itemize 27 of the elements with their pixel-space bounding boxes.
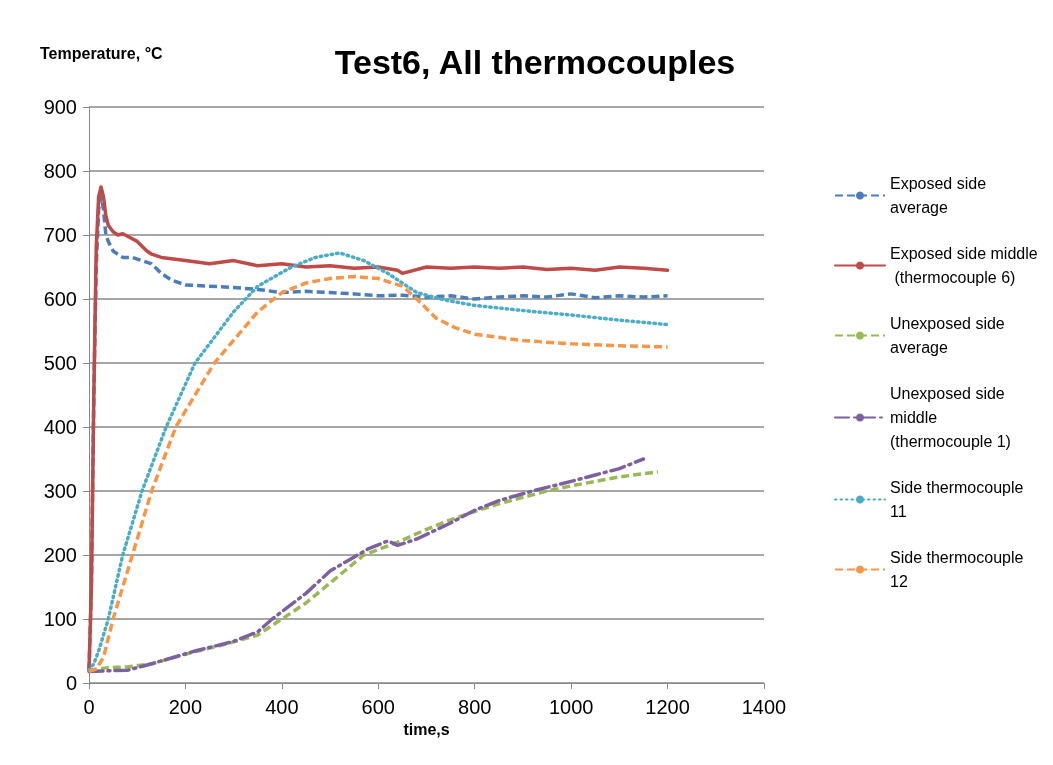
x-tick-label: 200	[168, 696, 203, 718]
legend-label: Side thermocouple 12	[890, 549, 1028, 590]
legend-label: Side thermocouple 11	[890, 479, 1028, 520]
y-tick-label: 600	[43, 288, 77, 310]
y-tick-label: 400	[43, 416, 77, 438]
x-tick-label: 800	[458, 696, 492, 718]
y-tick-label: 100	[43, 608, 77, 630]
x-tick-label: 1400	[741, 696, 787, 718]
x-tick-label: 400	[265, 696, 299, 718]
chart-title: Test6, All thermocouples	[334, 43, 736, 81]
x-tick-label: 1000	[548, 696, 594, 718]
x-tick-label: 600	[361, 696, 395, 718]
y-tick-label: 900	[43, 96, 77, 118]
y-axis-title: Temperature, °C	[40, 44, 164, 62]
legend-label: Unexposed side average	[890, 315, 1010, 356]
y-tick-label: 0	[65, 672, 77, 694]
y-tick-label: 800	[43, 160, 77, 182]
legend-label: Exposed side average	[890, 175, 991, 216]
legend-label: Unexposed side middle (thermocouple 1)	[890, 385, 1011, 450]
y-tick-label: 700	[43, 224, 77, 246]
x-axis-title: time,s	[403, 721, 450, 739]
x-tick-label: 0	[83, 696, 95, 718]
x-tick-label: 1200	[645, 696, 690, 718]
y-tick-label: 200	[43, 544, 77, 566]
y-tick-label: 300	[43, 480, 77, 502]
legend-label: Exposed side middle (thermocouple 6)	[890, 245, 1038, 286]
y-tick-label: 500	[43, 352, 77, 374]
